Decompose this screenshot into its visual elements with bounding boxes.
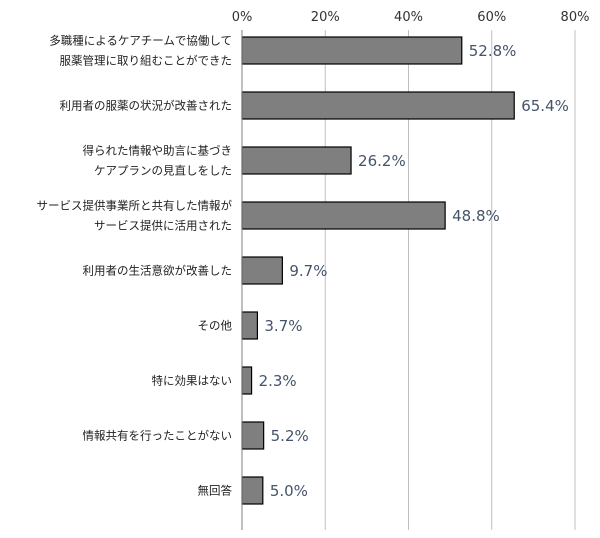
data-label: 65.4% xyxy=(521,97,569,115)
category-label: 情報共有を行ったことがない xyxy=(83,429,233,443)
category-label: サービス提供事業所と共有した情報が xyxy=(37,199,233,213)
bar xyxy=(241,91,515,120)
x-tick-label: 0% xyxy=(232,10,253,25)
category-label: その他 xyxy=(198,319,233,333)
x-tick-label: 60% xyxy=(477,10,506,25)
bar xyxy=(241,256,283,285)
data-label: 9.7% xyxy=(289,262,327,280)
data-labels: 52.8% 65.4% 26.2% 48.8% 9.7% 3.7% 2.3% 5.2% 5.0% xyxy=(259,42,569,500)
x-tick-label: 20% xyxy=(311,10,340,25)
category-label: 利用者の服薬の状況が改善された xyxy=(60,99,233,113)
category-label: 利用者の生活意欲が改善した xyxy=(83,264,233,278)
category-label: ケアプランの見直しをした xyxy=(94,164,232,178)
bars xyxy=(241,36,515,505)
data-label: 2.3% xyxy=(259,372,297,390)
data-label: 26.2% xyxy=(358,152,406,170)
category-label: 無回答 xyxy=(198,484,233,498)
data-label: 3.7% xyxy=(264,317,302,335)
bar xyxy=(241,366,253,395)
data-label: 5.0% xyxy=(270,482,308,500)
bar xyxy=(241,146,352,175)
bar xyxy=(241,201,446,230)
x-axis-ticks: 0% 20% 40% 60% 80% xyxy=(232,10,590,25)
data-label: 48.8% xyxy=(452,207,500,225)
bar xyxy=(241,36,463,65)
data-label: 5.2% xyxy=(271,427,309,445)
category-label: 得られた情報や助言に基づき xyxy=(83,144,233,158)
x-tick-label: 40% xyxy=(394,10,423,25)
category-label: 特に効果はない xyxy=(152,374,233,388)
category-label: サービス提供に活用された xyxy=(94,219,232,233)
category-label: 多職種によるケアチームで協働して xyxy=(49,34,232,48)
data-label: 52.8% xyxy=(469,42,517,60)
bar xyxy=(241,476,264,505)
category-labels: 多職種によるケアチームで協働して服薬管理に取り組むことができた利用者の服薬の状況… xyxy=(37,34,233,498)
bar xyxy=(241,421,265,450)
bar xyxy=(241,311,259,340)
x-tick-label: 80% xyxy=(561,10,590,25)
category-label: 服薬管理に取り組むことができた xyxy=(60,54,233,68)
